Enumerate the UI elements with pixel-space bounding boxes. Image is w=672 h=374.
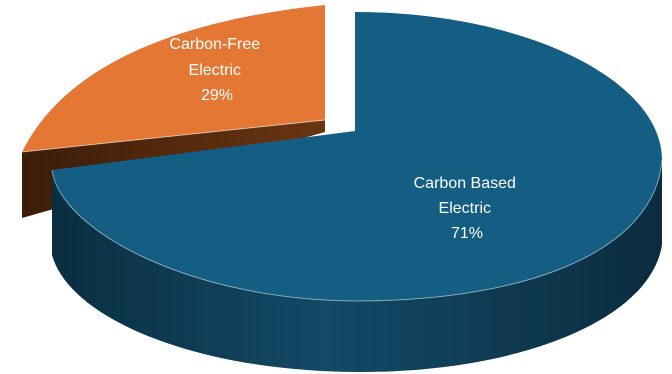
- slice-carbon-based: [52, 12, 662, 301]
- label-carbon-free-line-1: Carbon-Free: [169, 36, 260, 53]
- label-carbon-free-value: 29%: [201, 87, 233, 104]
- label-carbon-based-line-1: Carbon Based: [414, 175, 516, 192]
- label-carbon-based-value: 71%: [451, 225, 483, 242]
- label-carbon-free-line-2: Electric: [189, 62, 241, 79]
- slice-carbon-free: [22, 5, 325, 152]
- slice-top-edge-carbon-based: [51, 159, 663, 302]
- slice-edge-carbon-free: [21, 119, 326, 153]
- label-carbon-free: Carbon-Free Electric 29%: [169, 36, 264, 104]
- label-carbon-based: Carbon Based Electric 71%: [414, 175, 521, 242]
- label-carbon-based-line-2: Electric: [439, 200, 491, 217]
- slice-group-carbon-based: [51, 12, 663, 372]
- slice-side-carbon-based: [52, 160, 662, 372]
